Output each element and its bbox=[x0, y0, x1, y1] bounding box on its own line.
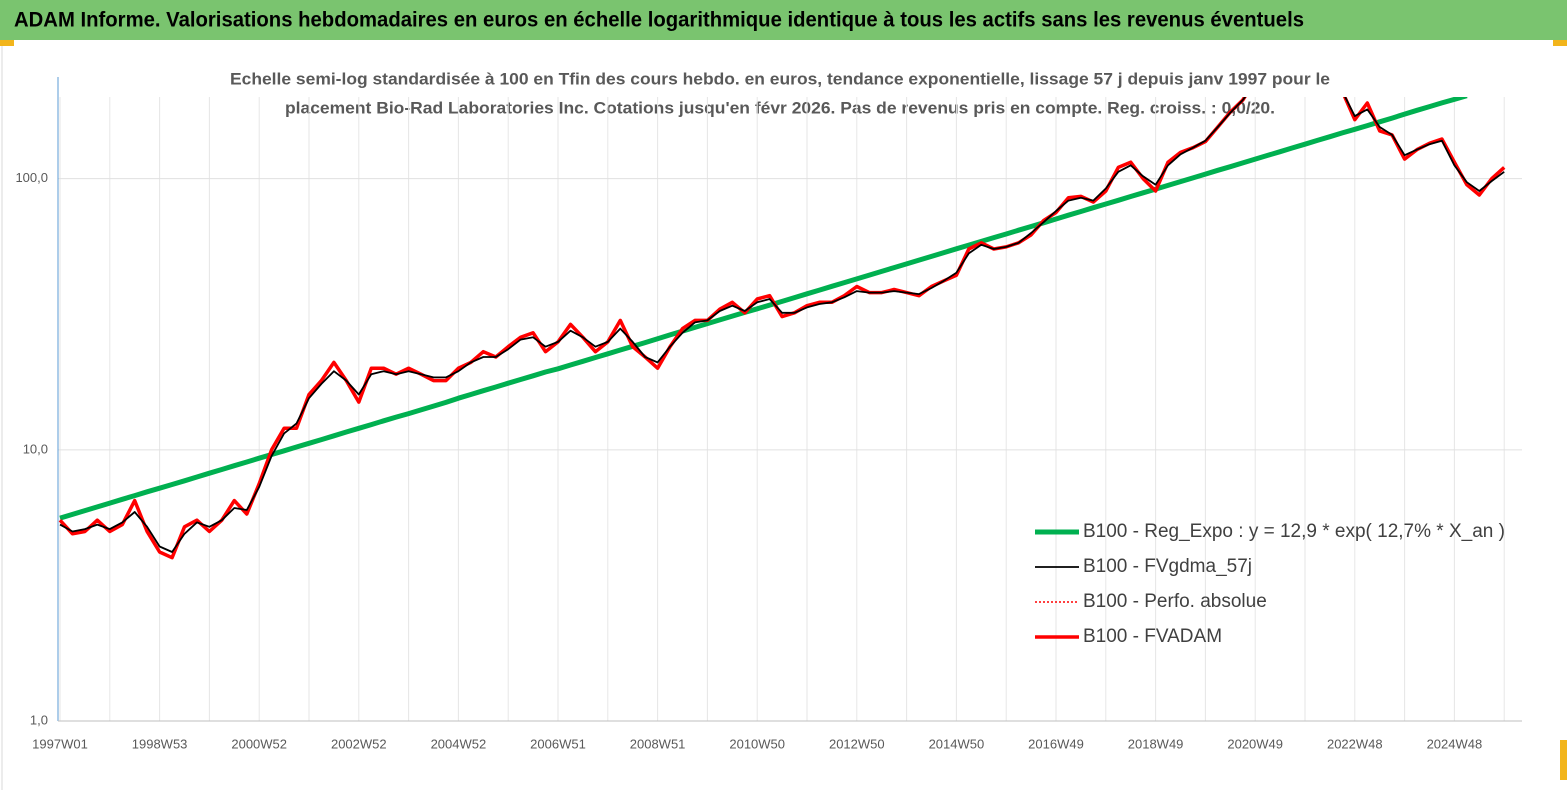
x-tick-label: 2014W50 bbox=[929, 736, 985, 751]
series-line bbox=[59, 97, 1505, 553]
x-tick-label: 2018W49 bbox=[1128, 736, 1184, 751]
y-tick-label: 1,0 bbox=[30, 712, 48, 727]
chart-subtitle: placement Bio-Rad Laboratories Inc. Cota… bbox=[285, 98, 1275, 117]
header-bar bbox=[0, 0, 1567, 40]
x-tick-label: 2010W50 bbox=[729, 736, 785, 751]
legend-label: B100 - Reg_Expo : y = 12,9 * exp( 12,7% … bbox=[1083, 521, 1505, 542]
x-tick-label: 2004W52 bbox=[431, 736, 487, 751]
legend-label: B100 - Perfo. absolue bbox=[1083, 591, 1267, 612]
chart-subtitle: Echelle semi-log standardisée à 100 en T… bbox=[230, 69, 1330, 88]
x-tick-label: 2000W52 bbox=[231, 736, 287, 751]
y-tick-label: 10,0 bbox=[23, 441, 48, 456]
plot-area bbox=[58, 97, 1506, 560]
corner-mark bbox=[0, 40, 14, 46]
x-tick-label: 2012W50 bbox=[829, 736, 885, 751]
corner-mark bbox=[1553, 40, 1567, 46]
corner-mark bbox=[1560, 740, 1567, 780]
x-tick-label: 2008W51 bbox=[630, 736, 686, 751]
legend-label: B100 - FVgdma_57j bbox=[1083, 556, 1252, 577]
x-tick-label: 2020W49 bbox=[1227, 736, 1283, 751]
x-tick-label: 1998W53 bbox=[132, 736, 188, 751]
series-line bbox=[59, 97, 1468, 521]
x-tick-label: 2006W51 bbox=[530, 736, 586, 751]
x-tick-label: 2016W49 bbox=[1028, 736, 1084, 751]
x-tick-label: 1997W01 bbox=[32, 736, 88, 751]
x-tick-label: 2024W48 bbox=[1427, 736, 1483, 751]
x-tick-label: 2022W48 bbox=[1327, 736, 1383, 751]
chart-title: ADAM Informe. Valorisations hebdomadaire… bbox=[14, 9, 1304, 32]
legend-label: B100 - FVADAM bbox=[1083, 626, 1222, 647]
y-tick-label: 100,0 bbox=[15, 170, 48, 185]
x-tick-label: 2002W52 bbox=[331, 736, 387, 751]
